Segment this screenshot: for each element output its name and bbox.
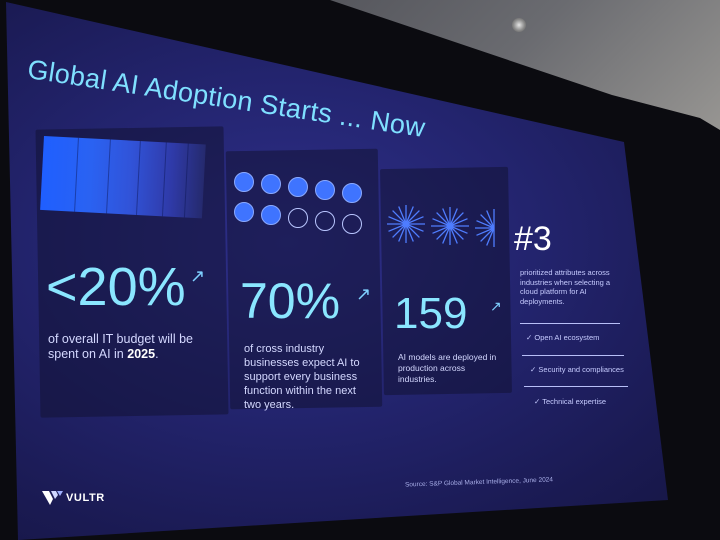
starburst-graphic	[387, 205, 495, 247]
circle-filled-icon	[261, 174, 281, 194]
divider	[524, 386, 628, 387]
ceiling-light	[512, 18, 526, 32]
stat-year: 2025	[127, 347, 156, 361]
circle-filled-icon	[342, 183, 362, 203]
gradient-bar-graphic	[40, 136, 206, 219]
arrow-up-right-icon: ↗	[490, 298, 502, 314]
starburst-icon	[431, 207, 469, 245]
rank-item-technical-expertise: ✓ Technical expertise	[534, 397, 607, 406]
stat-description-budget: of overall IT budget will be spent on AI…	[48, 332, 193, 361]
arrow-up-right-icon: ↗	[356, 284, 372, 304]
half-starburst-icon	[475, 209, 495, 247]
starburst-icon	[387, 205, 425, 243]
stat-description-business: of cross industry businesses expect AI t…	[244, 343, 360, 411]
rank-value: #3	[514, 220, 552, 258]
circle-filled-icon	[234, 202, 254, 222]
circle-filled-icon	[234, 172, 254, 192]
divider	[520, 323, 620, 324]
circle-outline-icon	[342, 214, 362, 234]
rank-description: prioritized attributes across industries…	[520, 268, 611, 306]
source-citation: Source: S&P Global Market Intelligence, …	[404, 476, 554, 489]
circle-outline-icon	[315, 211, 335, 231]
arrow-up-right-icon: ↗	[190, 266, 206, 286]
circle-filled-icon	[261, 205, 281, 225]
circle-outline-icon	[288, 208, 308, 228]
brand-name: VULTR	[66, 492, 105, 504]
check-icon: ✓	[530, 365, 537, 374]
circle-filled-icon	[288, 177, 308, 197]
stat-value-models: 159	[394, 289, 468, 338]
circle-filled-icon	[315, 180, 335, 200]
stat-value-business: 70%	[240, 273, 341, 329]
rank-item-open-ai-ecosystem: ✓ Open AI ecosystem	[526, 333, 600, 342]
check-icon: ✓	[526, 333, 533, 342]
check-icon: ✓	[534, 397, 541, 406]
rank-item-security: ✓ Security and compliances	[530, 365, 624, 374]
divider	[522, 355, 624, 356]
vultr-logo-icon	[42, 491, 63, 505]
stat-value-budget: <20%	[46, 257, 186, 317]
stat-description-models: AI models are deployed in production acr…	[398, 352, 497, 384]
